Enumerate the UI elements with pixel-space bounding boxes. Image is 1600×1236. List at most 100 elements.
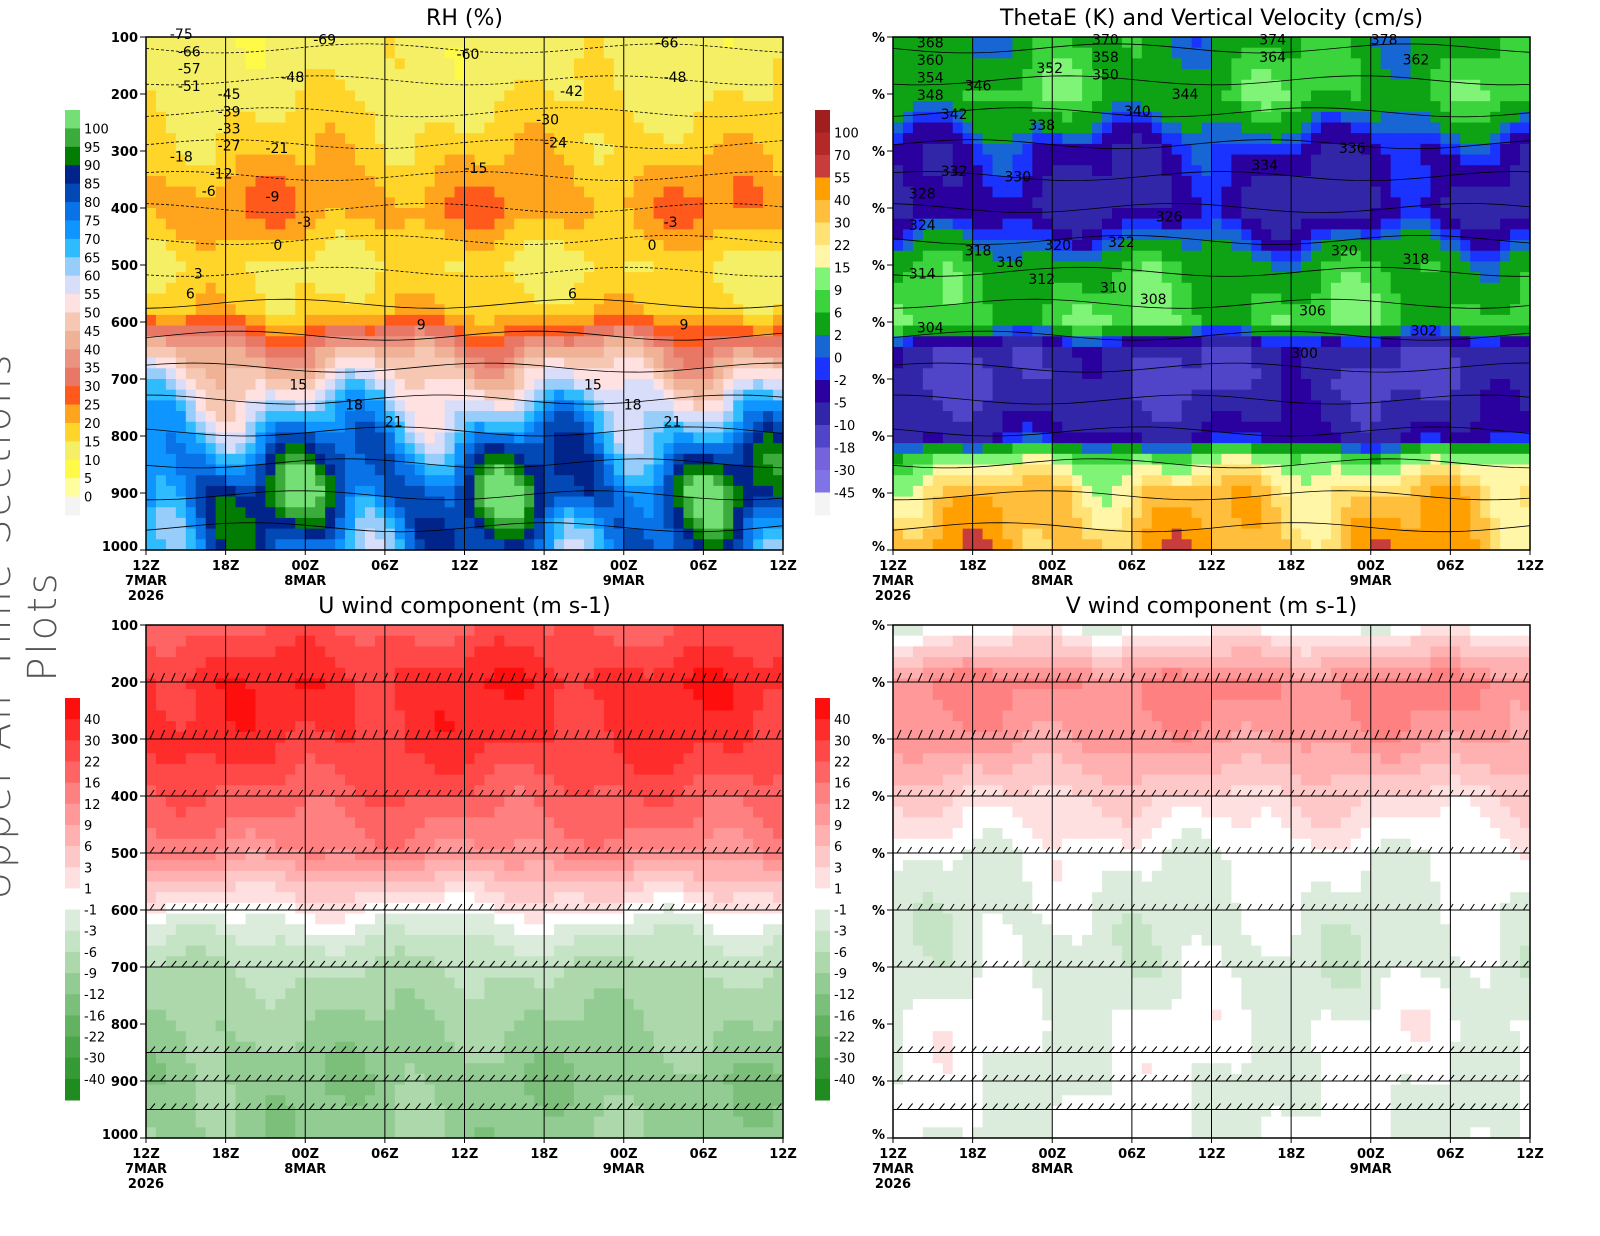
field-cell xyxy=(384,368,396,380)
field-cell xyxy=(972,165,984,177)
field-cell xyxy=(474,47,486,59)
field-cell xyxy=(1052,101,1063,113)
field-cell xyxy=(374,432,386,444)
field-cell xyxy=(295,250,306,263)
field-cell xyxy=(653,79,665,92)
field-cell xyxy=(912,314,924,327)
field-cell xyxy=(583,282,595,295)
field-cell xyxy=(255,47,267,59)
field-cell xyxy=(1082,464,1093,476)
field-cell xyxy=(155,229,167,241)
colorbar-swatch xyxy=(65,220,80,240)
field-cell xyxy=(1052,443,1063,455)
field-cell xyxy=(494,58,505,70)
field-cell xyxy=(603,411,615,423)
field-cell xyxy=(305,122,316,134)
field-cell xyxy=(394,282,406,295)
field-cell xyxy=(1072,218,1083,230)
field-cell xyxy=(295,389,306,401)
field-cell xyxy=(195,261,207,273)
field-cell xyxy=(225,453,237,466)
field-cell xyxy=(573,421,585,434)
field-cell xyxy=(564,58,575,70)
field-cell xyxy=(1171,37,1183,49)
field-cell xyxy=(494,389,505,401)
field-cell xyxy=(713,368,724,380)
field-cell xyxy=(962,133,974,145)
field-cell xyxy=(1141,507,1153,519)
field-cell xyxy=(165,539,177,551)
field-cell xyxy=(1032,250,1043,263)
contour-label: -12 xyxy=(210,167,233,183)
field-cell xyxy=(364,507,376,519)
field-cell xyxy=(1201,314,1213,327)
field-cell xyxy=(663,400,675,412)
field-cell xyxy=(753,208,764,220)
field-cell xyxy=(1211,346,1223,359)
field-cell xyxy=(942,208,954,220)
field-cell xyxy=(524,368,535,380)
field-cell xyxy=(1241,379,1252,391)
field-cell xyxy=(942,122,954,134)
field-cell xyxy=(295,325,306,337)
field-cell xyxy=(305,400,316,412)
field-cell xyxy=(1102,47,1113,59)
field-cell xyxy=(146,496,157,508)
field-cell xyxy=(1191,37,1203,49)
field-cell xyxy=(534,272,545,284)
field-cell xyxy=(534,453,545,466)
field-cell xyxy=(414,357,426,369)
field-cell xyxy=(573,389,585,401)
field-cell xyxy=(165,346,177,359)
field-cell xyxy=(404,165,416,177)
field-cell xyxy=(673,357,685,369)
field-cell xyxy=(962,282,974,295)
field-cell xyxy=(733,282,744,295)
field-cell xyxy=(444,443,456,455)
field-cell xyxy=(593,314,605,327)
field-cell xyxy=(643,186,655,198)
field-cell xyxy=(1251,507,1262,519)
field-cell xyxy=(763,411,774,423)
field-cell xyxy=(424,475,436,487)
field-cell xyxy=(942,293,954,305)
contour-label: 21 xyxy=(664,415,682,431)
field-cell xyxy=(504,133,515,145)
field-cell xyxy=(534,90,545,102)
field-cell xyxy=(1241,208,1252,220)
field-cell xyxy=(325,496,336,508)
field-cell xyxy=(404,197,416,209)
field-cell xyxy=(1052,453,1063,466)
field-cell xyxy=(922,250,934,263)
field-cell xyxy=(404,528,416,540)
field-cell xyxy=(185,464,197,476)
field-cell xyxy=(305,175,316,188)
field-cell xyxy=(1241,475,1252,487)
field-cell xyxy=(763,250,774,263)
field-cell xyxy=(1082,443,1093,455)
field-cell xyxy=(454,421,466,434)
field-cell xyxy=(713,229,724,241)
field-cell xyxy=(325,229,336,241)
field-cell xyxy=(514,314,525,327)
field-cell xyxy=(583,175,595,188)
field-cell xyxy=(1052,143,1063,156)
field-cell xyxy=(932,379,944,391)
field-cell xyxy=(315,69,326,81)
field-cell xyxy=(235,464,247,476)
field-cell xyxy=(952,325,964,337)
field-cell xyxy=(603,400,615,412)
field-cell xyxy=(583,421,595,434)
field-cell xyxy=(146,111,157,124)
field-cell xyxy=(663,186,675,198)
field-cell xyxy=(225,122,237,134)
field-cell xyxy=(1111,79,1123,92)
field-cell xyxy=(554,37,565,49)
field-cell xyxy=(464,528,476,540)
field-cell xyxy=(444,58,456,70)
field-cell xyxy=(893,90,904,102)
field-cell xyxy=(295,186,306,198)
field-cell xyxy=(922,229,934,241)
field-cell xyxy=(1141,37,1153,49)
field-cell xyxy=(1251,229,1262,241)
